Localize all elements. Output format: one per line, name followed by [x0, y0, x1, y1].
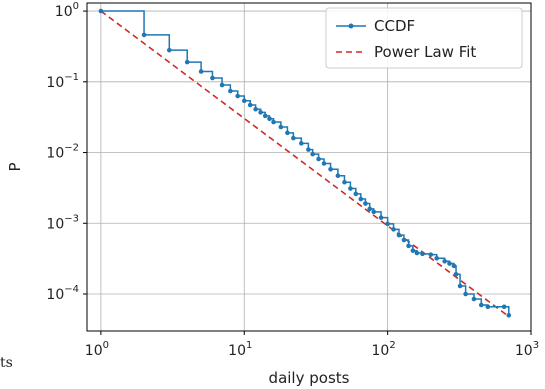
- tick-base: 10: [46, 146, 64, 162]
- ccdf-point: [447, 261, 452, 266]
- tick-base: 10: [515, 343, 533, 359]
- ccdf-point: [410, 248, 416, 253]
- ccdf-point: [406, 243, 411, 249]
- ccdf-point: [420, 251, 425, 257]
- ccdf-point: [285, 130, 290, 136]
- ccdf-point: [328, 166, 333, 172]
- ccdf-point: [358, 196, 364, 202]
- tick-base: 10: [228, 343, 246, 359]
- ccdf-point: [299, 141, 304, 146]
- tick-exponent: −3: [64, 213, 79, 224]
- ccdf-point: [471, 296, 477, 302]
- x-tick-label: 102: [372, 340, 396, 359]
- tick-exponent: −1: [64, 72, 79, 83]
- ccdf-point: [501, 304, 507, 310]
- legend-ccdf-marker: [348, 23, 354, 29]
- ccdf-point: [241, 98, 247, 104]
- tick-base: 10: [46, 75, 64, 91]
- stray-text-fragment: ts: [0, 355, 13, 371]
- x-tick-label: 101: [228, 340, 252, 359]
- legend: CCDF Power Law Fit: [325, 7, 523, 69]
- ccdf-point: [271, 119, 276, 125]
- ccdf-point: [210, 75, 215, 81]
- ccdf-point: [316, 156, 321, 162]
- tick-base: 10: [46, 287, 64, 303]
- ccdf-point: [506, 313, 512, 318]
- ccdf-point: [342, 179, 347, 185]
- tick-exponent: 2: [389, 340, 395, 351]
- y-tick-label: 10−2: [46, 143, 79, 162]
- legend-ccdf-label: CCDF: [374, 17, 415, 35]
- ccdf-point: [463, 291, 468, 297]
- ccdf-point: [198, 69, 204, 74]
- ccdf-point: [228, 88, 233, 94]
- x-tick-label: 100: [85, 340, 109, 359]
- ccdf-point: [363, 201, 368, 206]
- ccdf-point: [310, 151, 315, 157]
- ccdf-point: [353, 191, 359, 197]
- ccdf-point: [306, 147, 311, 152]
- ccdf-point: [428, 252, 434, 257]
- x-axis-label: daily posts: [269, 369, 350, 387]
- y-tick-label: 10−1: [46, 72, 79, 91]
- tick-exponent: 3: [533, 340, 539, 351]
- tick-base: 10: [46, 216, 64, 232]
- tick-base: 10: [55, 4, 73, 20]
- y-tick-label: 100: [55, 1, 79, 20]
- power-law-fit-series: [100, 10, 510, 318]
- ccdf-point: [335, 173, 341, 179]
- y-tick-label: 10−3: [46, 213, 79, 232]
- ccdf-point: [253, 106, 258, 112]
- ccdf-point: [396, 232, 402, 238]
- ccdf-point: [485, 304, 491, 310]
- ccdf-point: [247, 102, 253, 108]
- ccdf-point: [321, 161, 327, 166]
- x-tick-label: 103: [515, 340, 539, 359]
- tick-base: 10: [372, 343, 390, 359]
- ccdf-point: [457, 283, 463, 289]
- ccdf-point: [478, 302, 484, 308]
- ccdf-point: [291, 135, 296, 141]
- ccdf-point: [184, 59, 190, 65]
- ccdf-point: [348, 186, 353, 191]
- tick-exponent: 0: [73, 1, 79, 12]
- tick-exponent: 0: [103, 340, 109, 351]
- ccdf-point: [442, 259, 447, 264]
- ccdf-point: [219, 82, 225, 88]
- ccdf-point: [401, 237, 407, 243]
- tick-base: 10: [85, 343, 103, 359]
- ccdf-point: [453, 271, 459, 277]
- ccdf-point: [278, 124, 284, 130]
- tick-exponent: −4: [64, 284, 79, 295]
- x-axis-ticks: 100 101 102 103: [85, 331, 539, 359]
- ccdf-point: [141, 32, 147, 38]
- ccdf-point: [414, 250, 420, 256]
- ccdf-point: [258, 110, 263, 115]
- ccdf-point: [434, 255, 440, 261]
- ccdf-point: [267, 116, 272, 122]
- ccdf-point: [371, 209, 377, 215]
- tick-exponent: −2: [64, 143, 79, 154]
- ccdf-point: [166, 47, 172, 53]
- ccdf-series: [98, 8, 512, 318]
- ccdf-point: [262, 113, 268, 119]
- ccdf-point: [235, 93, 241, 99]
- ccdf-point: [367, 206, 373, 212]
- legend-fit-label: Power Law Fit: [374, 43, 476, 61]
- ccdf-point: [391, 227, 396, 232]
- ccdf-point: [98, 8, 104, 14]
- legend-box: [325, 7, 523, 69]
- ccdf-point: [451, 263, 457, 269]
- ccdf-point: [385, 221, 390, 227]
- tick-exponent: 1: [246, 340, 252, 351]
- y-tick-label: 10−4: [46, 284, 79, 303]
- ccdf-point: [378, 215, 384, 220]
- y-axis-label: P: [6, 162, 24, 171]
- power-law-fit-line: [100, 10, 510, 318]
- plot-frame: [86, 2, 532, 332]
